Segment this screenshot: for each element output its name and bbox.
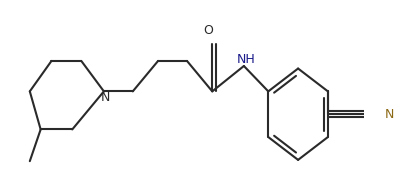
Text: N: N [101,91,111,104]
Text: O: O [204,24,214,37]
Text: N: N [385,108,394,121]
Text: NH: NH [237,53,256,66]
